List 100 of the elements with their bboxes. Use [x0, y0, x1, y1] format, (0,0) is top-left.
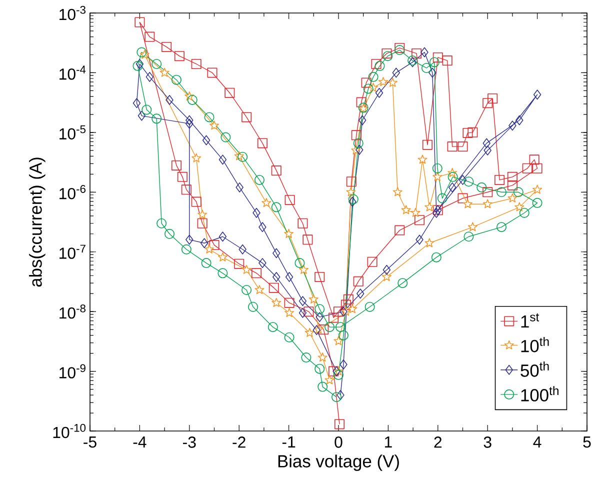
point	[142, 104, 152, 115]
x-tick-label: -3	[183, 436, 196, 448]
point	[254, 284, 264, 294]
legend-label: 100$^{th}$	[521, 386, 558, 402]
point	[334, 336, 344, 346]
point	[496, 187, 507, 198]
point	[340, 306, 348, 317]
point	[262, 198, 272, 208]
point	[348, 304, 358, 314]
point	[464, 232, 474, 242]
point	[532, 184, 542, 194]
x-tick-label: -5	[84, 436, 96, 448]
legend-label: 50$^{th}$	[520, 362, 549, 377]
point	[298, 264, 308, 274]
point	[156, 218, 167, 228]
point	[429, 57, 440, 68]
point	[348, 196, 356, 207]
point	[356, 288, 364, 299]
point	[496, 222, 507, 232]
point	[202, 135, 210, 146]
point	[424, 202, 434, 212]
y-tick-label: 10$^{-9}$	[60, 364, 86, 378]
point	[401, 205, 411, 214]
point	[324, 375, 334, 384]
point	[146, 72, 154, 82]
point	[181, 244, 192, 254]
point	[314, 364, 325, 374]
point	[252, 208, 260, 218]
point	[204, 244, 214, 254]
point	[238, 152, 248, 162]
point	[363, 84, 374, 94]
point	[136, 47, 147, 58]
point	[410, 208, 420, 217]
point	[398, 278, 408, 288]
point	[242, 264, 252, 274]
point	[152, 114, 162, 124]
point	[186, 118, 194, 129]
point	[242, 284, 252, 295]
point	[392, 68, 400, 78]
point	[420, 47, 428, 58]
point	[374, 60, 385, 71]
point	[272, 298, 282, 307]
point	[514, 202, 524, 212]
point	[335, 322, 346, 332]
point	[318, 352, 328, 362]
point	[513, 187, 524, 198]
point	[152, 58, 162, 69]
point	[338, 330, 348, 340]
point	[171, 74, 182, 85]
point	[375, 88, 384, 98]
point	[332, 366, 340, 376]
point	[382, 272, 392, 282]
point	[187, 94, 198, 105]
point	[220, 132, 231, 142]
point	[508, 120, 516, 131]
point	[166, 94, 174, 105]
point	[132, 60, 143, 71]
x-tick-label: 5	[583, 436, 591, 448]
point	[348, 194, 358, 204]
point	[298, 308, 307, 318]
point	[294, 258, 305, 268]
point	[431, 252, 442, 262]
point	[324, 322, 335, 332]
y-tick-label: 10$^{-8}$	[60, 304, 86, 319]
point	[136, 58, 144, 69]
point	[284, 332, 294, 342]
point	[448, 172, 458, 182]
x-tick-label: -1	[282, 436, 296, 448]
x-tick-label: 2	[434, 436, 442, 448]
point	[218, 232, 227, 242]
point	[284, 228, 294, 238]
point	[218, 154, 227, 165]
point	[254, 174, 264, 185]
point	[484, 145, 492, 156]
point	[519, 208, 530, 218]
point	[508, 193, 518, 202]
point	[138, 110, 146, 121]
x-tick-label: 4	[533, 436, 542, 448]
point	[516, 115, 524, 126]
point	[332, 392, 342, 402]
point	[316, 312, 324, 322]
point	[340, 359, 348, 370]
point	[209, 120, 220, 130]
point	[394, 45, 405, 56]
point	[378, 76, 388, 86]
point	[482, 199, 492, 208]
point	[258, 222, 266, 232]
point	[298, 296, 307, 306]
point	[160, 68, 170, 77]
point	[301, 352, 312, 363]
point	[272, 272, 280, 282]
point	[218, 268, 228, 278]
x-tick-label: 1	[384, 436, 392, 448]
point	[248, 302, 258, 312]
x-tick-label: 3	[484, 436, 492, 448]
point	[532, 198, 542, 208]
point	[285, 272, 294, 282]
point	[346, 187, 356, 196]
point	[236, 182, 244, 192]
point	[164, 228, 175, 239]
